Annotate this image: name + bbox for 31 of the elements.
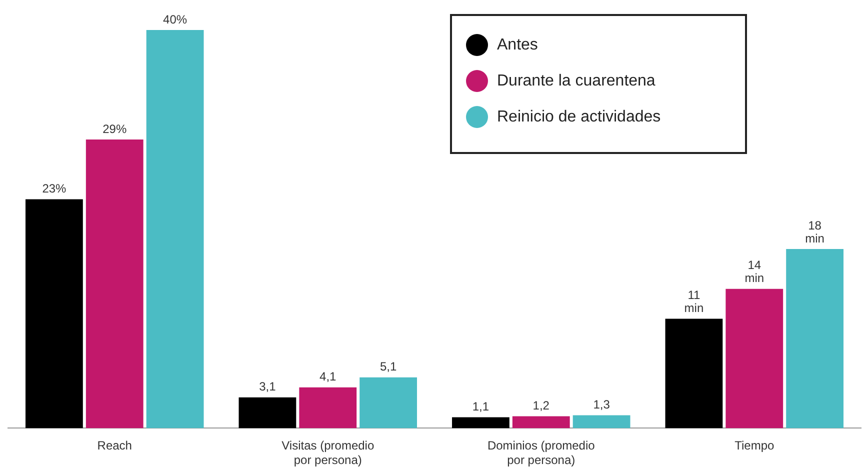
data-label: 23% xyxy=(42,182,67,196)
bar xyxy=(452,417,510,428)
bar xyxy=(238,397,296,428)
bar xyxy=(86,140,144,428)
legend-label: Durante la cuarentena xyxy=(497,72,656,90)
data-label: 1,1 xyxy=(472,400,490,414)
legend-label: Antes xyxy=(497,36,538,54)
data-label: 11 min xyxy=(684,288,704,316)
legend-label: Reinicio de actividades xyxy=(497,108,661,126)
data-label: 5,1 xyxy=(380,360,397,374)
x-tick-label: Reach xyxy=(97,438,132,453)
data-label: 1,2 xyxy=(532,398,550,413)
data-label: 14 min xyxy=(744,258,764,286)
data-label: 18 min xyxy=(805,218,824,246)
bar xyxy=(786,249,844,428)
data-label: 1,3 xyxy=(593,398,610,412)
bar xyxy=(665,318,723,428)
x-tick-label: Tiempo xyxy=(734,438,774,453)
bar xyxy=(146,30,204,428)
bar xyxy=(726,288,784,428)
data-label: 40% xyxy=(163,12,188,26)
data-label: 29% xyxy=(102,122,127,136)
data-label: 4,1 xyxy=(320,370,337,384)
bar xyxy=(512,416,570,428)
bar xyxy=(26,199,83,428)
bar xyxy=(360,377,417,428)
data-label: 3,1 xyxy=(259,380,276,394)
x-tick-label: Visitas (promedio por persona) xyxy=(282,438,374,468)
bar xyxy=(299,387,357,428)
x-tick-label: Dominios (promedio por persona) xyxy=(487,438,596,468)
bar xyxy=(572,415,630,428)
